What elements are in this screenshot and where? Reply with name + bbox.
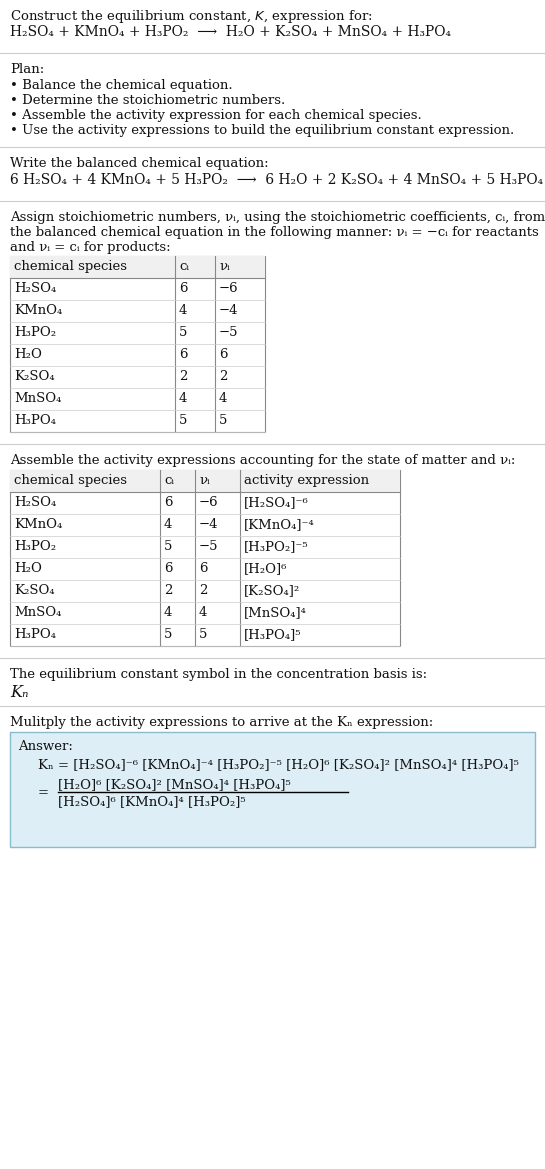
Text: [H₂O]⁶: [H₂O]⁶ [244, 562, 287, 575]
Text: [H₂SO₄]⁻⁶: [H₂SO₄]⁻⁶ [244, 496, 309, 509]
Text: cᵢ: cᵢ [179, 260, 189, 274]
Text: • Determine the stoichiometric numbers.: • Determine the stoichiometric numbers. [10, 94, 285, 108]
Text: 5: 5 [219, 414, 227, 427]
Text: 6 H₂SO₄ + 4 KMnO₄ + 5 H₃PO₂  ⟶  6 H₂O + 2 K₂SO₄ + 4 MnSO₄ + 5 H₃PO₄: 6 H₂SO₄ + 4 KMnO₄ + 5 H₃PO₂ ⟶ 6 H₂O + 2 … [10, 173, 543, 187]
Bar [10, 256, 265, 278]
Text: Answer:: Answer: [18, 740, 73, 753]
Text: νᵢ: νᵢ [199, 473, 210, 487]
Text: H₂O: H₂O [14, 562, 42, 575]
Text: [K₂SO₄]²: [K₂SO₄]² [244, 584, 300, 597]
Text: −5: −5 [219, 326, 239, 339]
Text: [H₂O]⁶ [K₂SO₄]² [MnSO₄]⁴ [H₃PO₄]⁵: [H₂O]⁶ [K₂SO₄]² [MnSO₄]⁴ [H₃PO₄]⁵ [58, 779, 290, 791]
Text: Plan:: Plan: [10, 63, 44, 76]
Text: Write the balanced chemical equation:: Write the balanced chemical equation: [10, 157, 269, 170]
Bar [10, 470, 400, 646]
Text: 5: 5 [179, 326, 187, 339]
Text: 5: 5 [164, 628, 172, 641]
Text: 6: 6 [179, 348, 187, 361]
Text: −5: −5 [199, 540, 219, 553]
Text: 6: 6 [179, 282, 187, 295]
Text: Assign stoichiometric numbers, νᵢ, using the stoichiometric coefficients, cᵢ, fr: Assign stoichiometric numbers, νᵢ, using… [10, 210, 545, 224]
Text: H₂O: H₂O [14, 348, 42, 361]
Text: K₂SO₄: K₂SO₄ [14, 371, 55, 383]
Bar [10, 256, 265, 433]
Text: H₂SO₄: H₂SO₄ [14, 282, 56, 295]
Text: MnSO₄: MnSO₄ [14, 606, 62, 620]
Text: KMnO₄: KMnO₄ [14, 518, 62, 531]
Text: Mulitply the activity expressions to arrive at the Kₙ expression:: Mulitply the activity expressions to arr… [10, 715, 433, 729]
Text: activity expression: activity expression [244, 473, 369, 487]
Text: chemical species: chemical species [14, 260, 127, 274]
Text: [H₃PO₂]⁻⁵: [H₃PO₂]⁻⁵ [244, 540, 308, 553]
Text: 4: 4 [199, 606, 208, 620]
Text: 5: 5 [179, 414, 187, 427]
Text: 4: 4 [164, 518, 172, 531]
Text: [MnSO₄]⁴: [MnSO₄]⁴ [244, 606, 307, 620]
Text: [H₂SO₄]⁶ [KMnO₄]⁴ [H₃PO₂]⁵: [H₂SO₄]⁶ [KMnO₄]⁴ [H₃PO₂]⁵ [58, 795, 246, 808]
Text: H₃PO₄: H₃PO₄ [14, 414, 56, 427]
Text: chemical species: chemical species [14, 473, 127, 487]
Text: 2: 2 [179, 371, 187, 383]
Text: KMnO₄: KMnO₄ [14, 304, 62, 317]
Text: [KMnO₄]⁻⁴: [KMnO₄]⁻⁴ [244, 518, 315, 531]
Bar [10, 470, 400, 492]
Text: −6: −6 [219, 282, 239, 295]
Text: 6: 6 [164, 562, 173, 575]
Text: −4: −4 [219, 304, 239, 317]
Text: 2: 2 [219, 371, 227, 383]
Text: Kₙ: Kₙ [10, 684, 28, 701]
Text: 4: 4 [219, 392, 227, 404]
Text: −6: −6 [199, 496, 219, 509]
Text: 2: 2 [199, 584, 208, 597]
Text: 4: 4 [164, 606, 172, 620]
Text: [H₃PO₄]⁵: [H₃PO₄]⁵ [244, 628, 301, 641]
Text: 4: 4 [179, 304, 187, 317]
Text: • Assemble the activity expression for each chemical species.: • Assemble the activity expression for e… [10, 109, 422, 122]
Text: 4: 4 [179, 392, 187, 404]
Text: cᵢ: cᵢ [164, 473, 174, 487]
Text: Construct the equilibrium constant, $K$, expression for:: Construct the equilibrium constant, $K$,… [10, 8, 373, 25]
Text: The equilibrium constant symbol in the concentration basis is:: The equilibrium constant symbol in the c… [10, 667, 427, 682]
Text: the balanced chemical equation in the following manner: νᵢ = −cᵢ for reactants: the balanced chemical equation in the fo… [10, 226, 539, 238]
Text: 6: 6 [199, 562, 208, 575]
Text: H₃PO₄: H₃PO₄ [14, 628, 56, 641]
Text: −4: −4 [199, 518, 219, 531]
Text: 6: 6 [164, 496, 173, 509]
Text: 5: 5 [164, 540, 172, 553]
Text: and νᵢ = cᵢ for products:: and νᵢ = cᵢ for products: [10, 241, 171, 254]
Text: νᵢ: νᵢ [219, 260, 230, 274]
Text: 2: 2 [164, 584, 172, 597]
Text: H₂SO₄ + KMnO₄ + H₃PO₂  ⟶  H₂O + K₂SO₄ + MnSO₄ + H₃PO₄: H₂SO₄ + KMnO₄ + H₃PO₂ ⟶ H₂O + K₂SO₄ + Mn… [10, 25, 451, 39]
Text: H₃PO₂: H₃PO₂ [14, 540, 56, 553]
Text: • Balance the chemical equation.: • Balance the chemical equation. [10, 79, 233, 92]
Text: MnSO₄: MnSO₄ [14, 392, 62, 404]
Text: Kₙ = [H₂SO₄]⁻⁶ [KMnO₄]⁻⁴ [H₃PO₂]⁻⁵ [H₂O]⁶ [K₂SO₄]² [MnSO₄]⁴ [H₃PO₄]⁵: Kₙ = [H₂SO₄]⁻⁶ [KMnO₄]⁻⁴ [H₃PO₂]⁻⁵ [H₂O]… [38, 758, 519, 772]
Text: Assemble the activity expressions accounting for the state of matter and νᵢ:: Assemble the activity expressions accoun… [10, 454, 516, 466]
Text: K₂SO₄: K₂SO₄ [14, 584, 55, 597]
Text: • Use the activity expressions to build the equilibrium constant expression.: • Use the activity expressions to build … [10, 124, 514, 137]
Text: 6: 6 [219, 348, 227, 361]
Text: H₃PO₂: H₃PO₂ [14, 326, 56, 339]
Text: H₂SO₄: H₂SO₄ [14, 496, 56, 509]
Text: 5: 5 [199, 628, 208, 641]
Text: =: = [38, 786, 49, 798]
Bar [10, 732, 535, 848]
